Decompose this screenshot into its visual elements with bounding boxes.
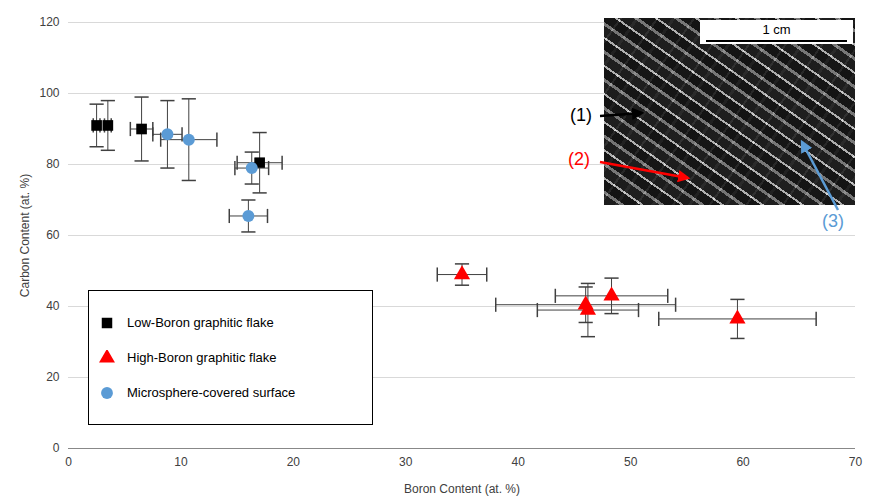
svg-text:120: 120	[39, 15, 59, 29]
svg-text:60: 60	[46, 228, 60, 242]
svg-text:80: 80	[46, 157, 60, 171]
svg-text:40: 40	[512, 455, 526, 469]
svg-text:20: 20	[287, 455, 301, 469]
svg-text:Carbon Content (at. %): Carbon Content (at. %)	[18, 174, 32, 297]
svg-text:10: 10	[174, 455, 188, 469]
html-text:(1): (1)	[570, 105, 592, 125]
html-text:Microsphere-covered surface: Microsphere-covered surface	[127, 385, 296, 400]
svg-text:70: 70	[849, 455, 863, 469]
svg-text:60: 60	[736, 455, 750, 469]
svg-text:50: 50	[624, 455, 638, 469]
svg-text:0: 0	[53, 441, 60, 455]
html-text:(3): (3)	[822, 211, 844, 231]
svg-text:Boron Content (at. %): Boron Content (at. %)	[404, 482, 520, 496]
svg-text:40: 40	[46, 299, 60, 313]
html-text:High-Boron graphitic flake: High-Boron graphitic flake	[127, 350, 277, 365]
html-text:(2): (2)	[568, 149, 590, 169]
svg-text:20: 20	[46, 370, 60, 384]
html-text:Low-Boron graphitic flake: Low-Boron graphitic flake	[127, 315, 274, 330]
svg-text:30: 30	[399, 455, 413, 469]
svg-text:0: 0	[65, 455, 72, 469]
html-text:1 cm: 1 cm	[762, 22, 791, 37]
svg-text:100: 100	[39, 86, 59, 100]
